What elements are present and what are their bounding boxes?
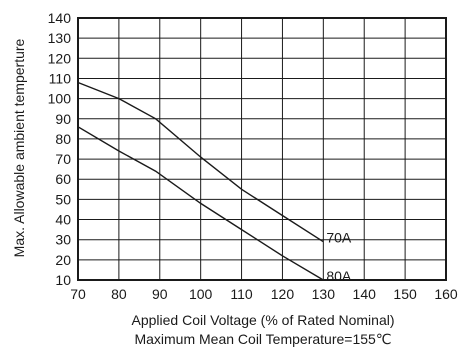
y-tick-label-11: 120 xyxy=(48,50,72,66)
y-tick-label-3: 40 xyxy=(55,212,71,228)
y-tick-label-9: 100 xyxy=(48,91,72,107)
y-axis-title: Max. Allowable ambient temperture xyxy=(11,38,27,257)
y-tick-label-12: 130 xyxy=(48,30,72,46)
x-tick-label-1: 80 xyxy=(111,286,127,302)
tick-labels: 70 80 90 100 110 120 130 140 150 160 10 20 30 40 50 60 7… xyxy=(48,10,458,302)
x-axis-title: Applied Coil Voltage (% of Rated Nominal… xyxy=(131,312,394,328)
y-tick-label-10: 110 xyxy=(49,70,72,86)
y-tick-label-7: 80 xyxy=(55,131,71,147)
chart-subtitle: Maximum Mean Coil Temperature=155℃ xyxy=(134,331,391,347)
series-line-70A xyxy=(77,81,324,243)
y-tick-label-5: 60 xyxy=(55,171,71,187)
y-tick-label-2: 30 xyxy=(55,232,71,248)
y-tick-label-13: 140 xyxy=(48,10,72,26)
x-tick-label-0: 70 xyxy=(70,286,86,302)
x-tick-label-5: 120 xyxy=(271,286,295,302)
y-tick-label-6: 70 xyxy=(55,151,71,167)
x-tick-label-2: 90 xyxy=(152,286,168,302)
plot-frame xyxy=(77,17,447,281)
grid xyxy=(77,17,447,281)
series-labels: 70A 80A xyxy=(326,230,352,284)
plot-border xyxy=(77,17,447,281)
x-tick-label-7: 140 xyxy=(353,286,377,302)
series-label-80A: 80A xyxy=(326,268,352,284)
x-tick-label-6: 130 xyxy=(312,286,336,302)
y-tick-label-1: 20 xyxy=(55,252,71,268)
x-tick-label-8: 150 xyxy=(393,286,417,302)
plot-lines xyxy=(77,81,324,281)
x-tick-label-4: 110 xyxy=(230,286,253,302)
y-tick-label-4: 50 xyxy=(55,191,71,207)
x-tick-label-9: 160 xyxy=(434,286,458,302)
x-tick-label-3: 100 xyxy=(189,286,213,302)
series-line-80A xyxy=(77,126,324,281)
series-label-70A: 70A xyxy=(326,230,352,246)
y-tick-label-8: 90 xyxy=(55,111,71,127)
y-tick-label-0: 10 xyxy=(55,272,71,288)
